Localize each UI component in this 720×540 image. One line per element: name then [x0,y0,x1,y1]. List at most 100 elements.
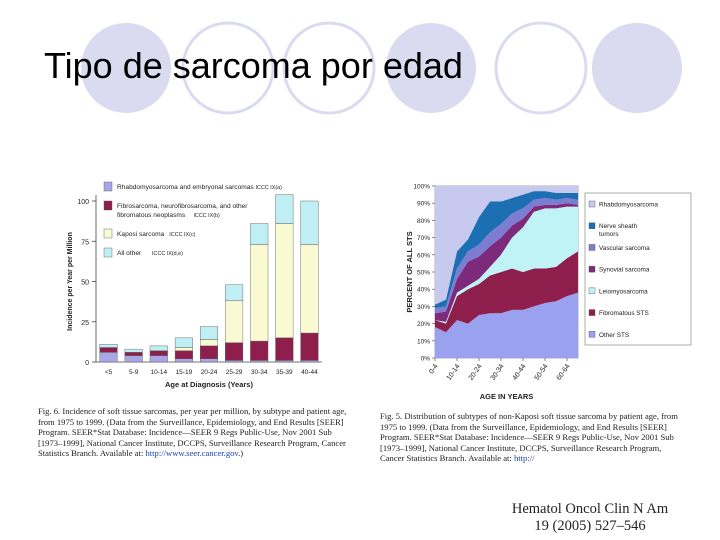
x-tick-label: 50-54 [534,363,550,382]
legend-swatch [588,200,596,208]
bar-segment [225,284,244,302]
y-tick-label: 40% [417,287,430,294]
bar-segment [149,345,168,351]
bar-segment [124,348,143,353]
bar-segment [300,360,319,363]
decor-circle-1 [81,23,171,113]
x-axis-label: AGE IN YEARS [480,392,534,401]
legend-label: Fibromatous STS [599,310,649,317]
bar-segment [225,300,244,343]
legend-swatch [588,287,596,295]
area-band [435,198,578,314]
bar-segment [124,355,143,363]
area-band [435,292,578,358]
bar-segment [99,352,118,363]
x-tick-label: 30-34 [251,369,268,376]
y-tick-label: 0 [85,360,89,367]
legend-label: Nerve sheath [599,223,637,230]
x-tick-label: 0-4 [428,363,440,375]
legend-code: ICCC IX(c) [169,232,195,238]
legend-swatch [588,309,596,316]
x-tick-label: 5-9 [129,369,139,376]
y-tick-label: 90% [417,201,430,208]
legend-swatch [103,228,113,239]
legend-code: ICCC IX(d,e) [152,251,183,257]
y-tick-label: 80% [417,218,430,225]
decor-circle-5 [494,21,588,115]
y-tick-label: 20% [417,321,430,328]
figure6-caption-end: .) [238,448,244,459]
y-tick-label: 25 [81,320,89,327]
legend-swatch [588,265,596,273]
decorative-circles [81,21,682,115]
y-tick-label: 75 [81,239,89,246]
bar-segment [174,337,193,348]
y-tick-label: 100% [413,184,430,191]
bar-segment [275,337,294,361]
legend-label: Rhabdomyosarcoma [599,202,658,209]
bar-segment [225,360,244,363]
legend-box [584,192,692,346]
legend-label: fibromatous neoplasms [117,212,186,219]
area-band [435,251,578,333]
distribution-area-chart: 0% 10% 20% 30% 40% 50% 60% 70% 80% 90% 100% 0-4 10-1… [405,184,692,401]
x-tick-label: 40-44 [301,369,318,376]
legend-label: Vascular sarcoma [599,245,650,252]
legend-label: Kaposi sarcoma [117,231,165,238]
legend-swatch [103,247,113,258]
x-tick-label: 15-19 [176,369,193,376]
decor-circle-3 [282,21,376,115]
bar-segment [250,223,269,245]
x-tick-label: 10-14 [446,363,462,382]
legend-label: tumors [599,231,619,238]
bar-segment [149,350,168,356]
legend-swatch [103,200,113,211]
legend-label: All other [117,250,142,257]
citation-volume: 19 (2005) 527–546 [534,518,646,534]
legend-code: ICCC IX(b) [193,213,220,219]
bar-segment [275,360,294,363]
y-tick-label: 60% [417,252,430,259]
y-tick-label: 50 [81,280,89,287]
legend-swatch [588,331,596,338]
bar-segment [174,347,193,351]
bar-segment [149,355,168,363]
bar-segment [225,342,244,361]
legend-swatch [103,181,113,192]
bar-segment [300,244,319,334]
figure6-caption-link[interactable]: http://www.seer.cancer.gov [145,448,239,459]
bar-segment [200,358,218,363]
incidence-bar-chart: 0 25 50 75 100 <5 5-9 10-14 15-19 20-24 25-29 30-34… [67,181,322,389]
y-axis-label: Incidence per Year per Million [67,232,74,331]
legend-code: ICCC IX(a) [256,185,283,191]
bar-segment [250,340,269,361]
y-tick-label: 50% [417,270,430,277]
y-tick-label: 70% [417,235,430,242]
area-band [435,186,578,305]
bar-segment [200,345,218,359]
slide-title: Tipo de sarcoma por edad [44,45,463,86]
x-tick-label: 25-29 [226,369,243,376]
bar-segment [200,339,218,347]
legend-label: Fibrosarcoma, neurofibrosarcoma, and oth… [117,203,248,210]
decor-circle-2 [181,21,275,115]
bar-segment [275,223,294,339]
x-tick-label: 20-24 [201,369,218,376]
y-axis-label: PERCENT OF ALL STS [405,231,414,312]
y-tick-label: 30% [417,304,430,311]
legend-label: Synovial sarcoma [599,267,650,274]
legend-label: Rhabdomyosarcoma and embryonal sarcomas [117,184,254,191]
citation-journal: Hematol Oncol Clin N Am [511,501,669,517]
bar-segment [300,332,319,361]
area-band [435,191,578,309]
journal-citation: Hematol Oncol Clin N Am 19 (2005) 527–54… [490,501,690,535]
x-axis-label: Age at Diagnosis (Years) [165,380,253,389]
bar-segment [124,352,143,356]
legend-swatch [588,244,596,251]
area-band [435,203,578,322]
decor-circle-6 [592,23,682,113]
bar-segment [300,200,319,245]
bar-segment [200,326,218,340]
figure5-caption-link[interactable]: http:// [513,453,535,464]
x-tick-label: 40-44 [512,363,528,382]
